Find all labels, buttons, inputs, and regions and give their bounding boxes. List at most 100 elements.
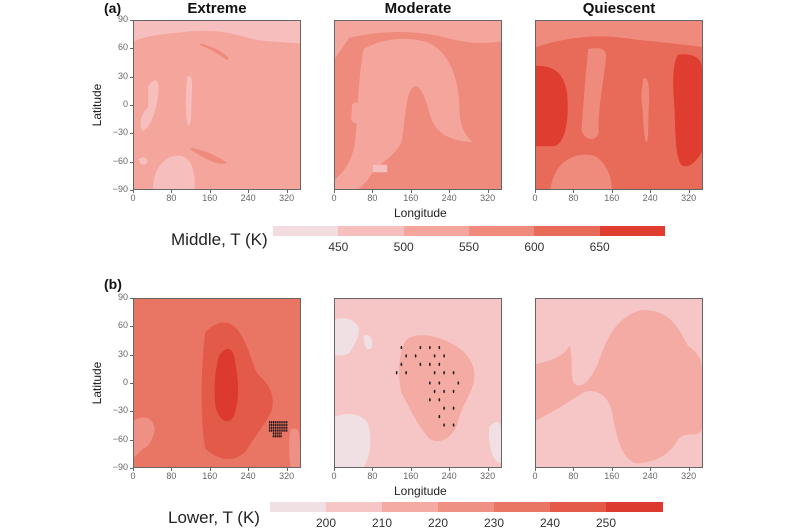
x-tick [334,468,335,471]
x-tick-label: 80 [166,471,177,481]
y-tick-label: 30 [117,70,128,81]
contour-region [550,154,612,189]
y-tick-label: −30 [112,405,128,416]
significance-dot [278,423,280,427]
significance-dot [282,423,284,427]
contour-region [138,157,148,165]
x-tick [535,468,536,471]
colorbar-segment [403,226,470,236]
colorbar-tick-label: 240 [539,516,561,530]
x-tick-label: 320 [480,193,496,203]
x-tick-label: 160 [604,471,620,481]
x-axis-title-a: Longitude [394,206,447,220]
x-tick [286,190,288,193]
x-tick-label: 160 [403,471,419,481]
significance-dot [280,432,282,435]
significance-dot [268,423,271,427]
significance-dot [457,381,460,385]
significance-dot [274,426,277,430]
x-tick-label: 320 [279,193,295,203]
significance-dot [452,371,455,375]
y-tick [130,20,133,21]
significance-dot [419,345,422,350]
x-tick [248,468,250,471]
x-tick-label: 240 [240,193,256,203]
significance-dot [443,371,445,375]
significance-dot [405,371,407,375]
x-axis-title-b: Longitude [394,484,447,498]
significance-dot [285,426,288,430]
significance-dot [274,434,277,438]
significance-dot [274,423,277,427]
significance-dot [443,389,445,394]
map-middle-quiescent [535,20,703,190]
significance-dot [414,354,417,358]
x-tick [688,468,690,471]
y-tick-label: 0 [122,377,128,387]
x-tick-label: 80 [166,193,177,203]
x-tick [487,190,489,193]
y-tick [130,354,133,356]
contour-region [140,80,159,132]
contour-region [581,48,607,139]
significance-dot [270,429,273,432]
map-middle-extreme [133,20,301,190]
significance-dot [438,381,441,385]
y-tick-label: 60 [117,42,128,53]
significance-dot [276,426,278,430]
significance-dot [270,423,273,427]
x-tick [248,190,250,193]
colorbar-segment [270,502,327,512]
x-tick [688,190,690,193]
x-tick-label: 320 [279,471,295,481]
column-title-extreme: Extreme [187,0,247,17]
significance-dot [276,423,278,427]
significance-dot [443,423,445,427]
significance-dot [438,398,441,402]
colorbar-segment [606,502,663,512]
significance-dot [276,434,278,438]
x-tick-label: 0 [331,471,337,481]
x-tick [573,190,575,193]
y-tick-label: −60 [112,155,128,166]
x-tick [133,468,134,471]
x-tick [171,468,173,471]
y-tick [130,133,133,135]
colorbar-tick-label: 600 [524,240,545,254]
significance-dot [268,429,271,432]
x-tick [487,468,489,471]
significance-dot [452,423,455,427]
significance-dot [285,420,288,424]
y-tick [130,105,133,106]
x-tick [611,468,613,471]
significance-dot [280,420,282,424]
map-middle-moderate [334,20,502,190]
colorbar-tick-label: 250 [595,516,617,530]
contour-region [335,318,360,356]
x-tick-label: 160 [202,471,218,481]
panel-label-b: (b) [104,276,122,292]
significance-dot [278,434,280,438]
x-tick-label: 240 [240,471,256,481]
significance-dot [443,354,445,358]
colorbar-segment [382,502,439,512]
contour-region [185,75,193,126]
map-lower-quiescent [535,298,703,468]
x-tick-label: 240 [441,193,457,203]
x-tick [410,190,412,193]
x-tick-label: 0 [130,471,136,481]
x-tick [372,190,374,193]
significance-dot [285,423,288,427]
y-tick-label: −30 [112,127,128,138]
panel-label-a: (a) [104,0,122,16]
significance-dot [400,362,403,367]
significance-dot [278,420,280,424]
significance-dot [278,432,280,435]
x-tick [171,190,173,193]
y-tick [130,326,133,328]
y-tick-label: 30 [117,348,128,359]
contour-region [536,310,702,464]
x-tick-label: 240 [642,471,658,481]
contour-region [399,335,475,442]
x-tick [449,468,451,471]
